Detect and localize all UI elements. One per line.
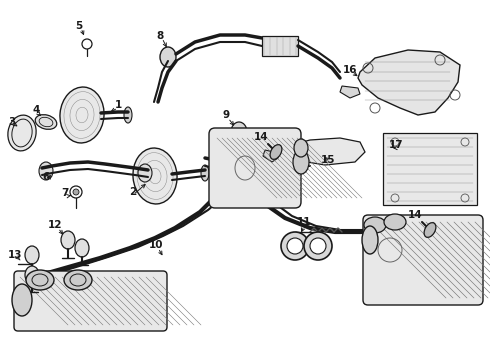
FancyBboxPatch shape — [363, 215, 483, 305]
Text: 7: 7 — [61, 188, 69, 198]
Ellipse shape — [424, 222, 436, 237]
Ellipse shape — [294, 139, 308, 157]
FancyBboxPatch shape — [383, 133, 477, 205]
Ellipse shape — [124, 107, 132, 123]
Ellipse shape — [310, 238, 326, 254]
FancyBboxPatch shape — [14, 271, 167, 331]
Polygon shape — [262, 36, 298, 56]
Ellipse shape — [35, 115, 57, 129]
Ellipse shape — [75, 239, 89, 257]
Ellipse shape — [384, 214, 406, 230]
Text: 6: 6 — [42, 172, 49, 182]
Ellipse shape — [138, 164, 152, 182]
Text: 4: 4 — [32, 105, 40, 115]
Ellipse shape — [25, 246, 39, 264]
Text: 2: 2 — [129, 187, 137, 197]
Polygon shape — [340, 86, 360, 98]
FancyBboxPatch shape — [209, 128, 301, 208]
Ellipse shape — [270, 145, 282, 159]
Ellipse shape — [160, 47, 176, 67]
Polygon shape — [263, 150, 278, 162]
Ellipse shape — [201, 165, 209, 181]
Ellipse shape — [364, 217, 386, 233]
Text: 9: 9 — [222, 110, 229, 120]
Ellipse shape — [61, 231, 75, 249]
Text: 17: 17 — [389, 140, 403, 150]
Ellipse shape — [304, 232, 332, 260]
Ellipse shape — [60, 87, 104, 143]
Text: 5: 5 — [75, 21, 83, 31]
Ellipse shape — [287, 238, 303, 254]
Ellipse shape — [12, 284, 32, 316]
Ellipse shape — [362, 226, 378, 254]
Text: 11: 11 — [297, 217, 311, 227]
Text: 13: 13 — [8, 250, 22, 260]
Ellipse shape — [64, 270, 92, 290]
Text: 8: 8 — [156, 31, 164, 41]
Ellipse shape — [73, 189, 79, 195]
Ellipse shape — [231, 122, 247, 142]
Ellipse shape — [82, 39, 92, 49]
Ellipse shape — [133, 148, 177, 204]
Text: 10: 10 — [149, 240, 163, 250]
Ellipse shape — [70, 186, 82, 198]
Text: 14: 14 — [408, 210, 422, 220]
Ellipse shape — [281, 232, 309, 260]
Text: 1: 1 — [114, 100, 122, 110]
Ellipse shape — [39, 162, 53, 180]
Text: 12: 12 — [48, 220, 62, 230]
Ellipse shape — [293, 150, 309, 174]
Text: 16: 16 — [343, 65, 357, 75]
Ellipse shape — [8, 115, 36, 151]
Text: 14: 14 — [254, 132, 269, 142]
Text: 3: 3 — [8, 117, 16, 127]
Ellipse shape — [25, 266, 39, 284]
Polygon shape — [278, 138, 365, 165]
Ellipse shape — [26, 270, 54, 290]
Polygon shape — [358, 50, 460, 115]
Text: 15: 15 — [321, 155, 335, 165]
